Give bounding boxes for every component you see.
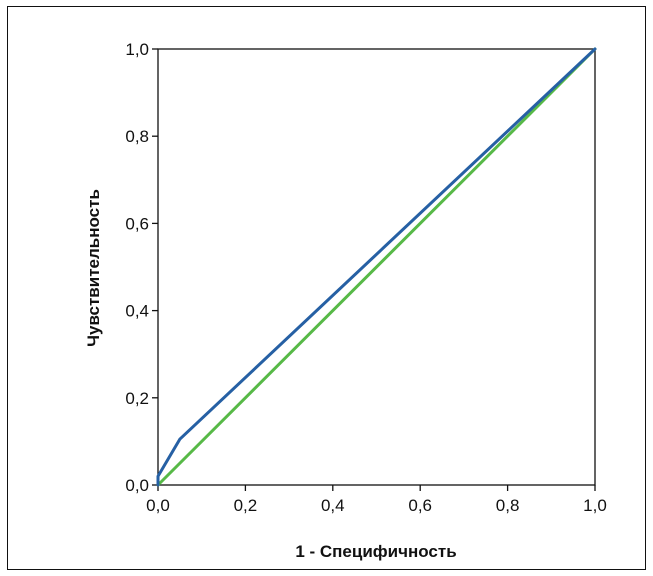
y-tick-label: 0,6 [125, 214, 149, 233]
x-axis-title: 1 - Специфичность [295, 542, 456, 561]
y-axis-title: Чувствительность [84, 189, 103, 347]
y-tick-label: 0,0 [125, 476, 149, 495]
x-tick-label: 0,6 [408, 496, 432, 515]
y-tick-label: 0,2 [125, 389, 149, 408]
y-tick-label: 1,0 [125, 40, 149, 59]
x-tick-label: 0,8 [496, 496, 520, 515]
reference-diagonal-line [156, 47, 597, 487]
roc-curve-line [156, 47, 597, 487]
x-tick-label: 0,0 [146, 496, 170, 515]
y-tick-label: 0,4 [125, 302, 149, 321]
plot-area [157, 48, 596, 486]
x-tick-label: 1,0 [583, 496, 607, 515]
x-tick-label: 0,2 [234, 496, 258, 515]
x-tick-label: 0,4 [321, 496, 345, 515]
y-tick-label: 0,8 [125, 127, 149, 146]
